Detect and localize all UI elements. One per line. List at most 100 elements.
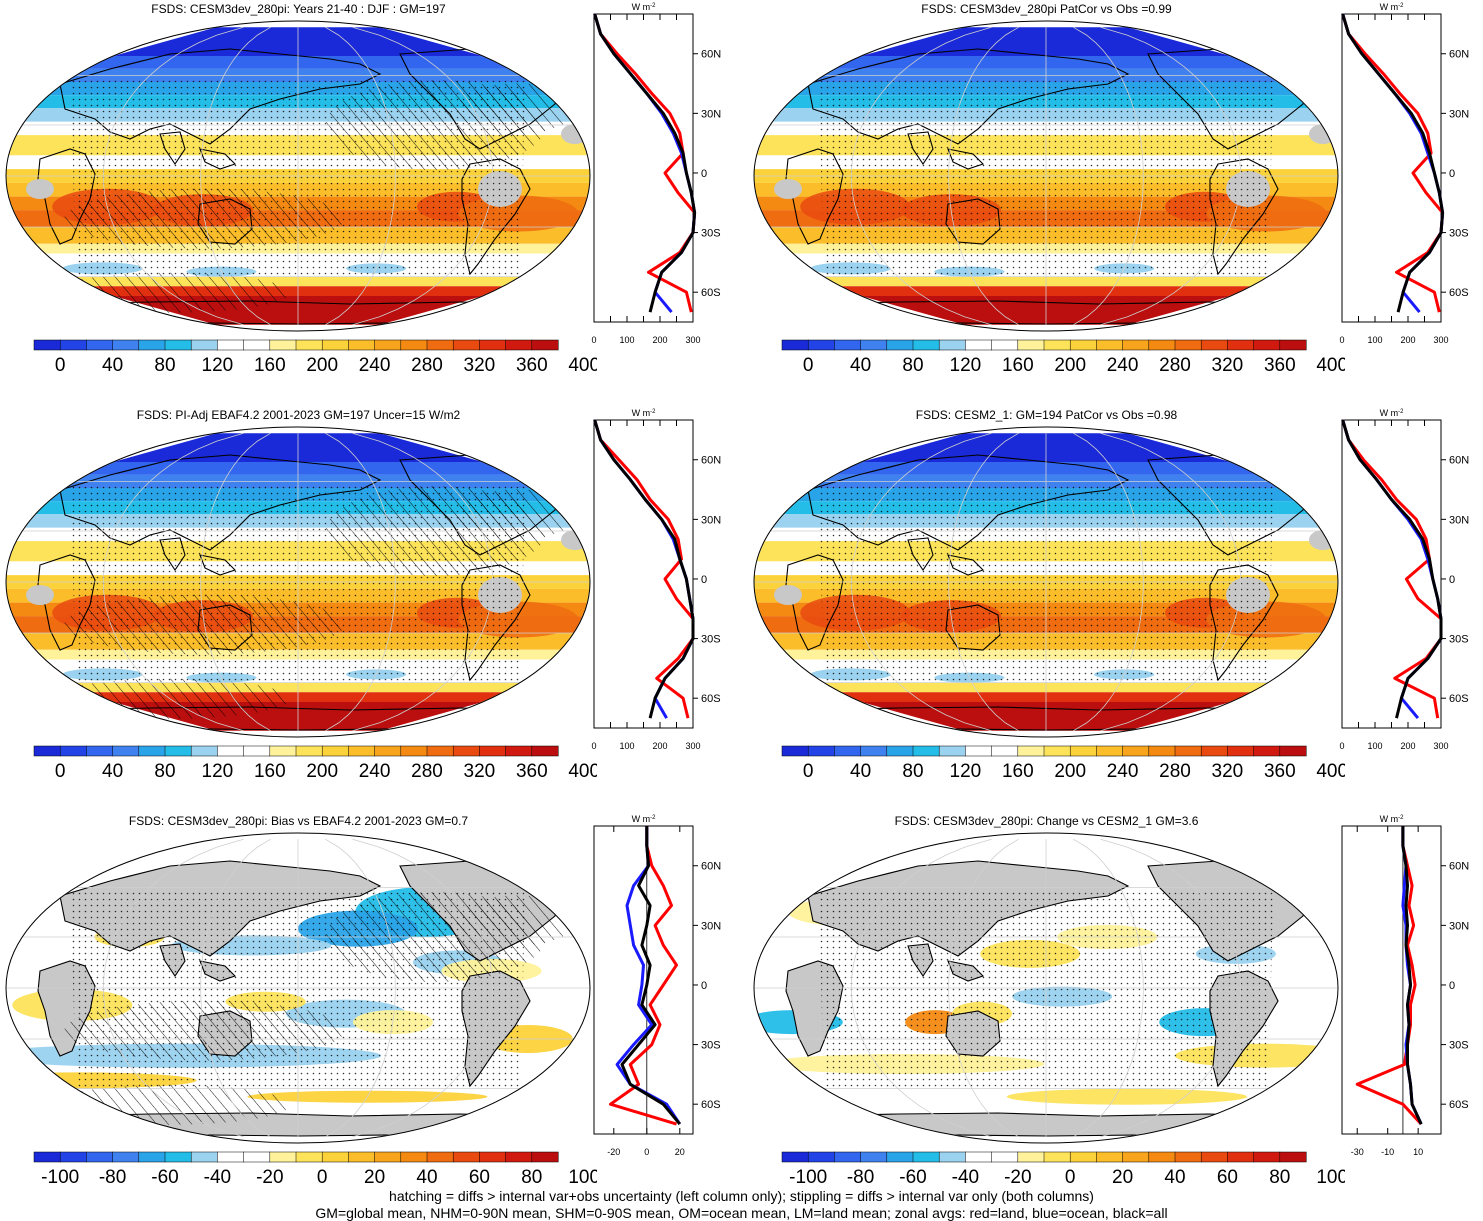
zonal-line-all xyxy=(593,13,697,313)
colorbar-tick-label: 160 xyxy=(1002,761,1034,782)
footer-line-2: GM=global mean, NHM=0-90N mean, SHM=0-90… xyxy=(315,1205,1168,1221)
colorbar-swatch xyxy=(190,339,218,351)
zonal-profile-plot: W m-2 -20 0 20 60N 30N 0 30S 60S xyxy=(593,814,721,1157)
panel-title: FSDS: CESM3dev_280pi: Bias vs EBAF4.2 20… xyxy=(128,814,469,828)
panel-3: FSDS: PI-Adj EBAF4.2 2001-2023 GM=197 Un… xyxy=(0,406,741,812)
zonal-lat-tick-label: 0 xyxy=(701,980,707,992)
zonal-lat-tick-label: 60S xyxy=(1449,287,1469,299)
colorbar-swatch xyxy=(781,745,809,757)
colorbar-swatch xyxy=(1017,339,1045,351)
zonal-line-land xyxy=(609,826,678,1126)
zonal-line-land xyxy=(1355,826,1423,1126)
zonal-x-tick-label: 0 xyxy=(591,335,596,345)
colorbar-swatch xyxy=(479,745,507,757)
colorbar-swatch xyxy=(1017,745,1045,757)
colorbar-swatch xyxy=(86,339,114,351)
colorbar-swatch xyxy=(59,745,87,757)
zonal-x-tick-label: 300 xyxy=(685,741,700,751)
colorbar-swatch xyxy=(321,339,349,351)
colorbar-tick-label: 120 xyxy=(950,761,982,782)
zonal-lat-tick-label: 30N xyxy=(1449,108,1469,120)
colorbar-tick-label: 80 xyxy=(154,355,175,376)
colorbar-swatch xyxy=(374,339,402,351)
colorbar-swatch xyxy=(886,1151,914,1163)
colorbar-swatch xyxy=(1069,1151,1097,1163)
panel-title: FSDS: CESM2_1: GM=194 PatCor vs Obs =0.9… xyxy=(915,408,1178,422)
zonal-x-tick-label: 200 xyxy=(1400,335,1415,345)
colorbar-swatch xyxy=(190,745,218,757)
colorbar-swatch xyxy=(452,1151,480,1163)
panel-title: FSDS: CESM3dev_280pi: Years 21-40 : DJF … xyxy=(151,2,446,16)
colorbar-tick-label: 0 xyxy=(1065,1167,1076,1188)
colorbar-swatch xyxy=(1174,1151,1202,1163)
colorbar-swatch xyxy=(886,339,914,351)
colorbar-swatch xyxy=(426,1151,454,1163)
colorbar-tick-label: 200 xyxy=(1054,355,1086,376)
colorbar-swatch xyxy=(1043,745,1071,757)
map xyxy=(5,832,591,1144)
colorbar-tick-label: -80 xyxy=(847,1167,874,1188)
colorbar-tick-label: 40 xyxy=(102,761,123,782)
panel-4: FSDS: CESM2_1: GM=194 PatCor vs Obs =0.9… xyxy=(748,406,1483,812)
colorbar-tick-label: 100 xyxy=(568,1167,597,1188)
colorbar: 0 40 80 120 160 200 240 280 320 360 400 xyxy=(33,339,597,376)
colorbar-swatch xyxy=(479,339,507,351)
zonal-x-tick-label: 0 xyxy=(1339,741,1344,751)
colorbar-swatch xyxy=(860,339,888,351)
zonal-x-tick-label: 100 xyxy=(1367,335,1382,345)
colorbar-swatch xyxy=(965,339,993,351)
zonal-x-tick-label: 300 xyxy=(1433,335,1448,345)
colorbar-tick-label: 40 xyxy=(850,355,871,376)
colorbar-tick-label: -40 xyxy=(204,1167,231,1188)
colorbar-tick-label: 360 xyxy=(1264,355,1296,376)
colorbar-swatch xyxy=(886,745,914,757)
colorbar-swatch xyxy=(991,339,1019,351)
zonal-lat-tick-label: 30S xyxy=(701,1040,721,1052)
colorbar-swatch xyxy=(400,339,428,351)
colorbar-swatch xyxy=(138,1151,166,1163)
colorbar-swatch xyxy=(1279,339,1307,351)
zonal-x-tick-label: 0 xyxy=(1339,335,1344,345)
colorbar-tick-label: 240 xyxy=(1107,761,1139,782)
colorbar-swatch xyxy=(269,745,297,757)
colorbar-tick-label: -20 xyxy=(256,1167,283,1188)
colorbar-tick-label: 280 xyxy=(411,761,443,782)
colorbar-swatch xyxy=(912,1151,940,1163)
colorbar-swatch xyxy=(243,1151,271,1163)
colorbar-swatch xyxy=(1017,1151,1045,1163)
colorbar-tick-label: 400 xyxy=(1316,761,1345,782)
colorbar-swatch xyxy=(1043,339,1071,351)
colorbar-swatch xyxy=(938,339,966,351)
colorbar-swatch xyxy=(1043,1151,1071,1163)
panel-title: FSDS: CESM3dev_280pi: Change vs CESM2_1 … xyxy=(894,814,1199,828)
colorbar-tick-label: 240 xyxy=(359,355,391,376)
colorbar-swatch xyxy=(505,745,533,757)
colorbar-swatch xyxy=(1253,1151,1281,1163)
colorbar-swatch xyxy=(348,745,376,757)
zonal-lat-tick-label: 30N xyxy=(1449,920,1469,932)
colorbar-swatch xyxy=(1174,339,1202,351)
zonal-x-tick-label: 0 xyxy=(644,1147,649,1157)
zonal-lat-tick-label: 60N xyxy=(701,861,721,873)
colorbar-swatch xyxy=(59,339,87,351)
colorbar-swatch xyxy=(138,745,166,757)
colorbar-tick-label: 120 xyxy=(202,761,234,782)
colorbar-tick-label: 160 xyxy=(1002,355,1034,376)
colorbar-swatch xyxy=(912,339,940,351)
colorbar-swatch xyxy=(243,339,271,351)
colorbar-swatch xyxy=(1227,745,1255,757)
panel-title: FSDS: CESM3dev_280pi PatCor vs Obs =0.99 xyxy=(921,2,1172,16)
zonal-line-land xyxy=(1341,419,1443,719)
colorbar-swatch xyxy=(1253,339,1281,351)
zonal-line-land xyxy=(1341,13,1445,313)
panel-2: FSDS: CESM3dev_280pi PatCor vs Obs =0.99… xyxy=(748,0,1483,406)
colorbar-swatch xyxy=(452,745,480,757)
colorbar-swatch xyxy=(807,1151,835,1163)
zonal-x-tick-label: -20 xyxy=(607,1147,620,1157)
colorbar-tick-label: -40 xyxy=(952,1167,979,1188)
colorbar-swatch xyxy=(807,339,835,351)
colorbar-tick-label: -60 xyxy=(151,1167,178,1188)
colorbar-swatch xyxy=(295,745,323,757)
zonal-lat-tick-label: 0 xyxy=(1449,574,1455,586)
colorbar-tick-label: 320 xyxy=(464,761,496,782)
